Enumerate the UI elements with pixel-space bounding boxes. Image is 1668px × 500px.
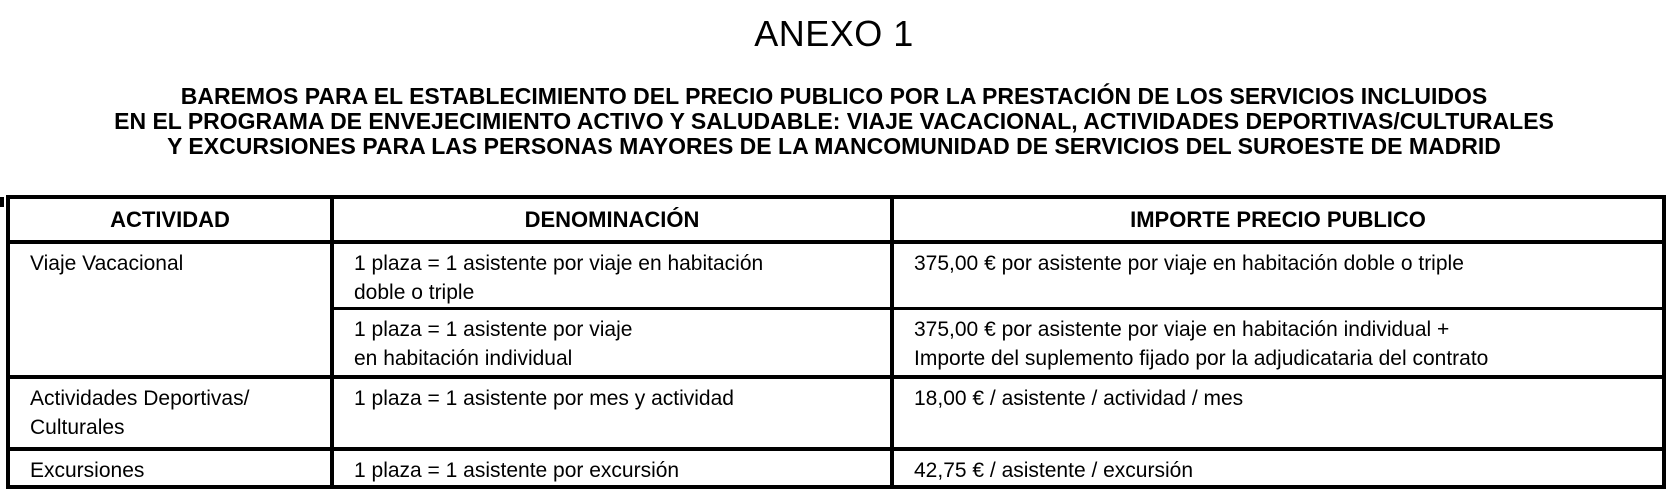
- cell-importe-mes-actividad: 18,00 € / asistente / actividad / mes: [890, 374, 1666, 451]
- cell-activity-actividades-deportivas: Actividades Deportivas/ Culturales: [6, 374, 334, 451]
- header-row: ACTIVIDAD DENOMINACIÓN IMPORTE PRECIO PU…: [6, 195, 1666, 244]
- price-table-header: ACTIVIDAD DENOMINACIÓN IMPORTE PRECIO PU…: [6, 195, 1666, 244]
- column-header-denominacion: DENOMINACIÓN: [330, 195, 894, 244]
- table-row-viaje-vacacional-2: 1 plaza = 1 asistente por viaje en habit…: [8, 307, 1666, 379]
- subtitle-line-2: EN EL PROGRAMA DE ENVEJECIMIENTO ACTIVO …: [114, 108, 1554, 134]
- cell-denominacion-doble-triple: 1 plaza = 1 asistente por viaje en habit…: [330, 240, 894, 310]
- cell-denominacion-mes-actividad: 1 plaza = 1 asistente por mes y activida…: [330, 374, 894, 451]
- cell-activity-viaje-vacacional: Viaje Vacacional: [6, 240, 334, 379]
- scan-artifact: [0, 197, 4, 207]
- table-row-excursiones: Excursiones 1 plaza = 1 asistente por ex…: [6, 446, 1666, 489]
- subtitle-line-3: Y EXCURSIONES PARA LAS PERSONAS MAYORES …: [167, 133, 1501, 159]
- cell-denominacion-excursion: 1 plaza = 1 asistente por excursión: [330, 446, 894, 489]
- subtitle-line-1: BAREMOS PARA EL ESTABLECIMIENTO DEL PREC…: [180, 83, 1488, 109]
- cell-importe-excursion: 42,75 € / asistente / excursión: [890, 446, 1666, 489]
- table-row-viaje-vacacional-1: Viaje Vacacional 1 plaza = 1 asistente p…: [6, 240, 1666, 379]
- price-table-body: Viaje Vacacional 1 plaza = 1 asistente p…: [6, 240, 1666, 489]
- cell-importe-doble-triple: 375,00 € por asistente por viaje en habi…: [890, 240, 1666, 310]
- column-header-importe: IMPORTE PRECIO PUBLICO: [890, 195, 1666, 244]
- cell-denominacion-individual: 1 plaza = 1 asistente por viaje en habit…: [330, 307, 894, 379]
- price-table: ACTIVIDAD DENOMINACIÓN IMPORTE PRECIO PU…: [6, 195, 1666, 489]
- column-header-actividad: ACTIVIDAD: [6, 195, 334, 244]
- cell-activity-excursiones: Excursiones: [6, 446, 334, 489]
- annex-title: ANEXO 1: [754, 13, 914, 54]
- document-subtitle: BAREMOS PARA EL ESTABLECIMIENTO DEL PREC…: [0, 84, 1668, 159]
- cell-importe-individual: 375,00 € por asistente por viaje en habi…: [890, 307, 1666, 379]
- table-row-actividades-deportivas: Actividades Deportivas/ Culturales 1 pla…: [6, 374, 1666, 451]
